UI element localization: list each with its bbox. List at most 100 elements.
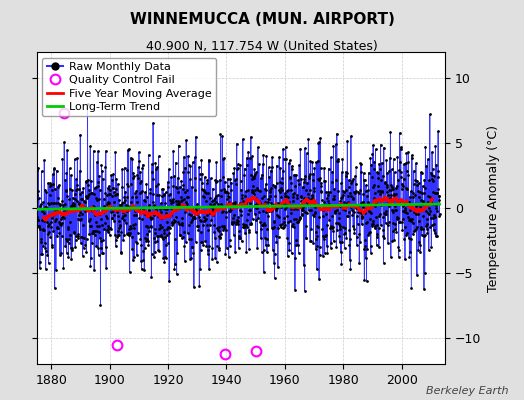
Point bbox=[89, 230, 97, 236]
Point bbox=[140, 210, 149, 217]
Point bbox=[346, 236, 354, 242]
Point bbox=[376, 190, 385, 197]
Point bbox=[60, 210, 68, 217]
Point bbox=[207, 202, 215, 209]
Point bbox=[124, 183, 133, 190]
Point bbox=[154, 247, 162, 254]
Point bbox=[242, 200, 250, 206]
Point bbox=[183, 201, 192, 207]
Point bbox=[172, 214, 180, 220]
Point bbox=[290, 183, 299, 189]
Point bbox=[48, 171, 57, 177]
Point bbox=[102, 213, 111, 219]
Point bbox=[173, 200, 181, 207]
Point bbox=[395, 247, 403, 253]
Point bbox=[411, 176, 420, 183]
Point bbox=[163, 179, 172, 185]
Point bbox=[298, 207, 306, 213]
Point bbox=[145, 152, 153, 158]
Point bbox=[91, 184, 99, 191]
Point bbox=[103, 223, 112, 229]
Point bbox=[307, 226, 315, 233]
Point bbox=[192, 205, 200, 212]
Point bbox=[384, 240, 392, 247]
Point bbox=[403, 172, 412, 178]
Point bbox=[83, 194, 91, 201]
Point bbox=[363, 192, 371, 199]
Point bbox=[165, 166, 173, 173]
Point bbox=[177, 194, 185, 200]
Point bbox=[361, 243, 369, 249]
Point bbox=[285, 199, 293, 205]
Point bbox=[168, 220, 177, 226]
Point bbox=[421, 231, 429, 238]
Point bbox=[191, 175, 199, 181]
Point bbox=[232, 221, 241, 227]
Point bbox=[367, 162, 375, 168]
Point bbox=[73, 216, 82, 223]
Point bbox=[82, 179, 90, 185]
Point bbox=[272, 206, 280, 212]
Point bbox=[415, 194, 423, 200]
Point bbox=[362, 255, 370, 262]
Point bbox=[61, 243, 69, 249]
Point bbox=[251, 171, 259, 178]
Point bbox=[79, 203, 88, 209]
Point bbox=[109, 171, 117, 178]
Point bbox=[329, 224, 337, 230]
Point bbox=[220, 154, 228, 161]
Point bbox=[82, 248, 91, 255]
Point bbox=[122, 220, 130, 226]
Point bbox=[401, 256, 409, 263]
Point bbox=[76, 217, 84, 223]
Point bbox=[272, 207, 280, 213]
Point bbox=[163, 206, 171, 212]
Point bbox=[111, 192, 119, 198]
Point bbox=[222, 201, 231, 208]
Point bbox=[53, 200, 62, 206]
Point bbox=[193, 201, 201, 208]
Point bbox=[431, 143, 440, 150]
Point bbox=[36, 203, 44, 210]
Point bbox=[324, 205, 332, 211]
Point bbox=[211, 193, 220, 200]
Point bbox=[266, 192, 274, 199]
Point bbox=[63, 193, 71, 199]
Point bbox=[369, 218, 377, 224]
Point bbox=[92, 243, 100, 250]
Point bbox=[312, 159, 320, 165]
Point bbox=[135, 149, 143, 156]
Point bbox=[152, 232, 161, 239]
Point bbox=[224, 193, 233, 200]
Point bbox=[254, 187, 262, 194]
Point bbox=[356, 160, 365, 166]
Point bbox=[342, 213, 351, 220]
Point bbox=[390, 169, 399, 175]
Point bbox=[141, 222, 150, 229]
Point bbox=[97, 162, 106, 168]
Point bbox=[99, 250, 107, 256]
Point bbox=[156, 224, 164, 231]
Point bbox=[289, 191, 297, 197]
Point bbox=[181, 188, 189, 195]
Point bbox=[74, 211, 83, 218]
Point bbox=[112, 186, 121, 192]
Point bbox=[356, 186, 364, 193]
Point bbox=[425, 205, 433, 211]
Point bbox=[267, 208, 276, 214]
Point bbox=[257, 235, 265, 242]
Point bbox=[285, 240, 293, 246]
Point bbox=[287, 250, 296, 256]
Point bbox=[218, 203, 226, 209]
Point bbox=[91, 228, 99, 234]
Point bbox=[187, 236, 195, 242]
Point bbox=[314, 214, 323, 220]
Point bbox=[362, 182, 370, 188]
Point bbox=[149, 211, 158, 218]
Point bbox=[326, 223, 335, 230]
Point bbox=[71, 243, 79, 250]
Point bbox=[387, 166, 396, 173]
Point bbox=[361, 210, 369, 216]
Point bbox=[393, 182, 401, 189]
Point bbox=[414, 180, 423, 186]
